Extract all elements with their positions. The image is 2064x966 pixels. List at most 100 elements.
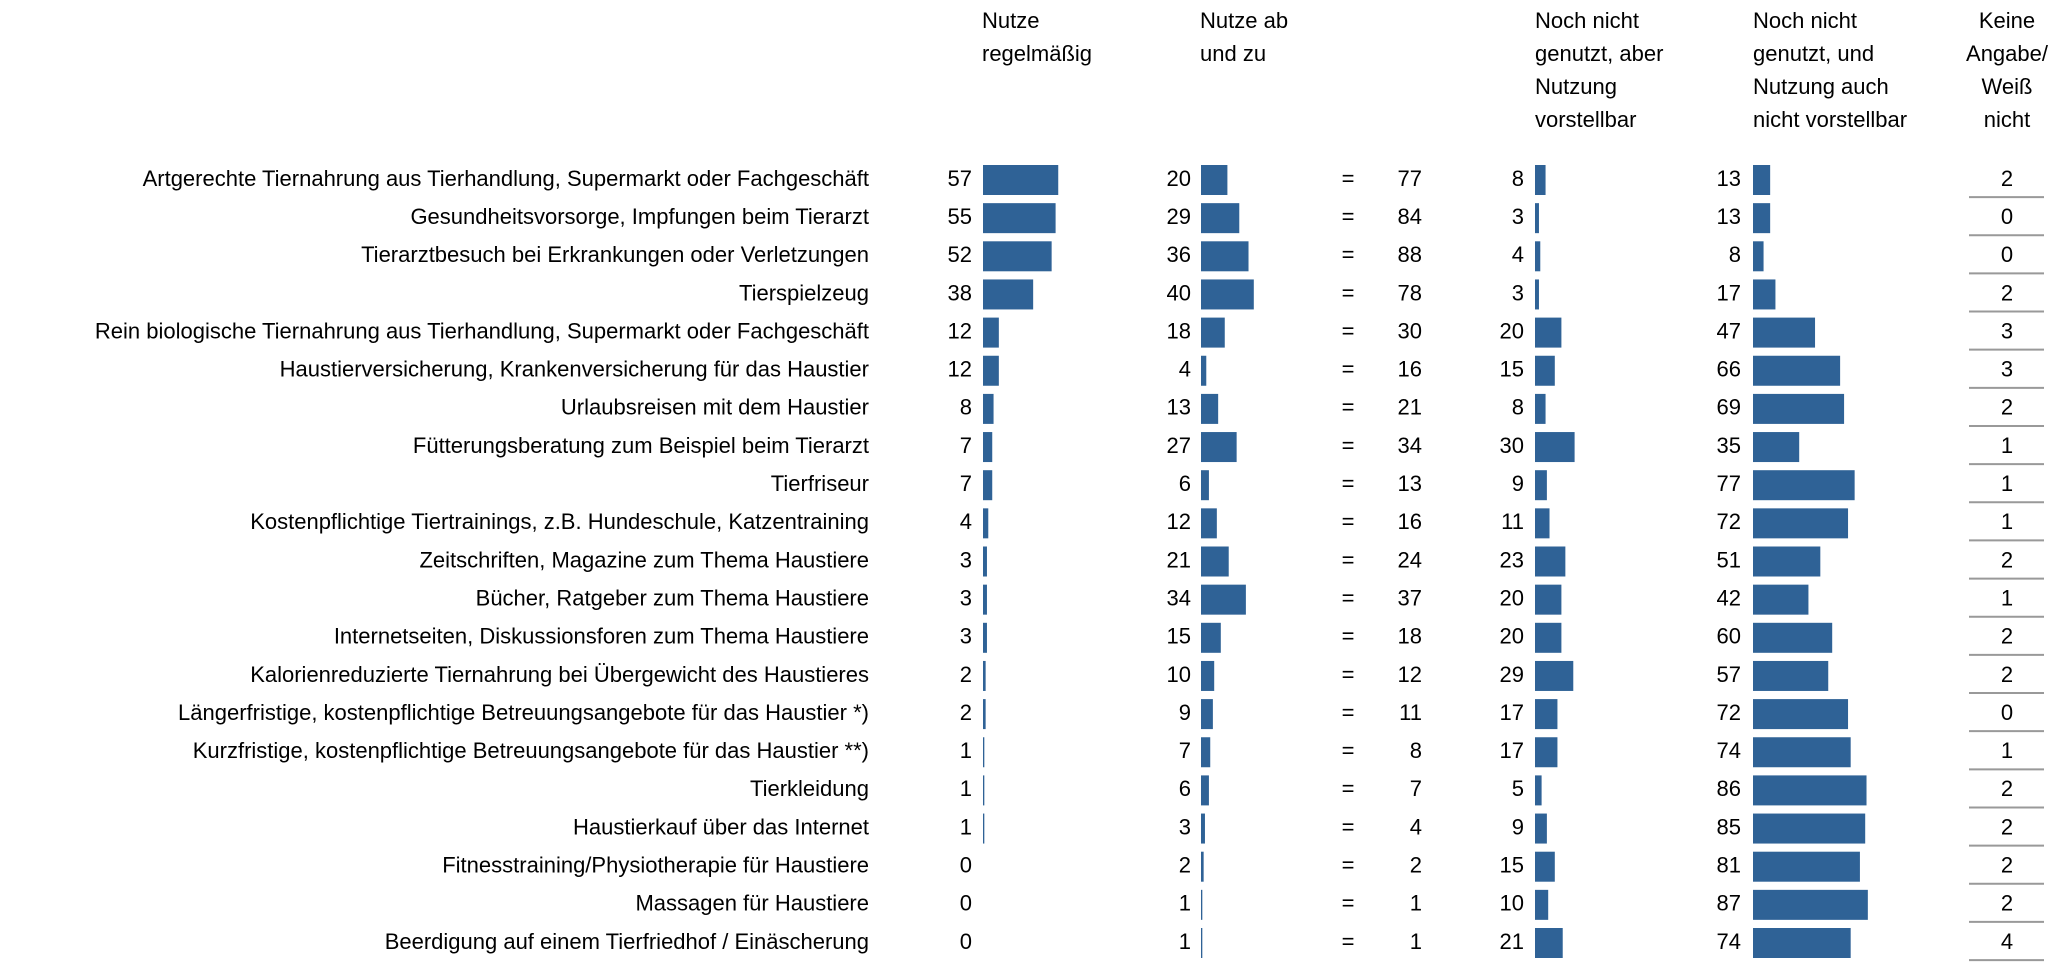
no-answer-label: 3	[2001, 357, 2013, 382]
value-label: 57	[1717, 662, 1741, 687]
equals-sign: =	[1342, 242, 1355, 267]
value-label: 17	[1717, 280, 1741, 305]
value-label: 2	[1179, 853, 1191, 878]
equals-sign: =	[1342, 318, 1355, 343]
row-label: Kurzfristige, kostenpflichtige Betreuung…	[193, 738, 869, 763]
value-label: 29	[1500, 662, 1524, 687]
value-label: 21	[1500, 929, 1524, 954]
value-label: 29	[1167, 204, 1191, 229]
equals-sign: =	[1342, 700, 1355, 725]
value-label: 7	[960, 433, 972, 458]
value-label: 13	[1717, 204, 1741, 229]
value-label: 17	[1500, 700, 1524, 725]
equals-sign: =	[1342, 662, 1355, 687]
bar	[1201, 622, 1221, 653]
bar	[1201, 165, 1228, 195]
bar	[1201, 928, 1203, 958]
equals-sign: =	[1342, 585, 1355, 610]
bar	[1753, 470, 1855, 501]
column-header: Nutze ab und zu	[1200, 8, 1289, 66]
total-label: 84	[1398, 204, 1422, 229]
row-label: Fitnesstraining/Physiotherapie für Haust…	[442, 853, 869, 878]
value-label: 7	[960, 471, 972, 496]
value-label: 85	[1717, 814, 1741, 839]
value-label: 36	[1167, 242, 1191, 267]
bar	[983, 203, 1056, 234]
bar	[1753, 775, 1867, 806]
value-label: 21	[1167, 547, 1191, 572]
value-label: 47	[1717, 318, 1741, 343]
value-label: 60	[1717, 624, 1741, 649]
bar	[1535, 203, 1539, 234]
value-label: 20	[1167, 166, 1191, 191]
total-label: 4	[1410, 814, 1422, 839]
bar	[1753, 279, 1776, 310]
bar	[1753, 393, 1845, 424]
row-label: Bücher, Ratgeber zum Thema Haustiere	[476, 585, 869, 610]
total-label: 1	[1410, 929, 1422, 954]
no-answer-label: 2	[2001, 166, 2013, 191]
bar	[1535, 851, 1555, 882]
value-label: 12	[948, 318, 972, 343]
bar	[1753, 737, 1851, 768]
row-label: Haustierkauf über das Internet	[573, 814, 869, 839]
bar	[1753, 241, 1764, 272]
bar	[1753, 317, 1816, 348]
row-label: Fütterungsberatung zum Beispiel beim Tie…	[413, 433, 869, 458]
value-label: 9	[1179, 700, 1191, 725]
equals-sign: =	[1342, 166, 1355, 191]
total-label: 12	[1398, 662, 1422, 687]
total-label: 24	[1398, 547, 1422, 572]
row-label: Rein biologische Tiernahrung aus Tierhan…	[95, 318, 869, 343]
no-answer-label: 0	[2001, 204, 2013, 229]
total-label: 11	[1399, 700, 1422, 725]
value-label: 1	[1179, 929, 1191, 954]
equals-sign: =	[1342, 280, 1355, 305]
value-label: 1	[960, 776, 972, 801]
bar	[1201, 241, 1249, 272]
bar	[1201, 203, 1240, 234]
total-label: 18	[1398, 624, 1422, 649]
bar	[1201, 279, 1254, 310]
bar	[983, 508, 989, 539]
value-label: 86	[1717, 776, 1741, 801]
row-label: Zeitschriften, Magazine zum Thema Hausti…	[419, 547, 869, 572]
value-label: 6	[1179, 776, 1191, 801]
no-answer-label: 1	[2001, 509, 2013, 534]
no-answer-label: 2	[2001, 395, 2013, 420]
value-label: 0	[960, 891, 972, 916]
bar	[983, 279, 1034, 310]
row-label: Artgerechte Tiernahrung aus Tierhandlung…	[143, 166, 869, 191]
total-label: 34	[1398, 433, 1422, 458]
value-label: 8	[1512, 395, 1524, 420]
no-answer-label: 2	[2001, 776, 2013, 801]
bar	[1535, 699, 1558, 730]
equals-sign: =	[1342, 891, 1355, 916]
value-label: 3	[1512, 204, 1524, 229]
bar	[1535, 508, 1550, 539]
value-label: 3	[960, 624, 972, 649]
equals-sign: =	[1342, 433, 1355, 458]
total-label: 8	[1410, 738, 1422, 763]
bar	[1201, 355, 1207, 386]
bar	[1753, 660, 1829, 691]
bar	[983, 584, 987, 615]
value-label: 4	[1179, 357, 1191, 382]
bar	[1535, 470, 1547, 501]
bar	[1535, 737, 1558, 768]
bar	[1753, 165, 1771, 195]
value-label: 74	[1717, 738, 1741, 763]
value-label: 7	[1179, 738, 1191, 763]
value-label: 3	[960, 585, 972, 610]
no-answer-label: 2	[2001, 662, 2013, 687]
value-label: 81	[1717, 853, 1741, 878]
value-label: 8	[1729, 242, 1741, 267]
bar	[1201, 737, 1211, 768]
value-label: 5	[1512, 776, 1524, 801]
no-answer-label: 1	[2001, 738, 2013, 763]
value-label: 3	[1179, 814, 1191, 839]
bar	[1201, 470, 1209, 501]
bar	[983, 317, 999, 348]
row-label: Tierfriseur	[771, 471, 869, 496]
value-label: 42	[1717, 585, 1741, 610]
